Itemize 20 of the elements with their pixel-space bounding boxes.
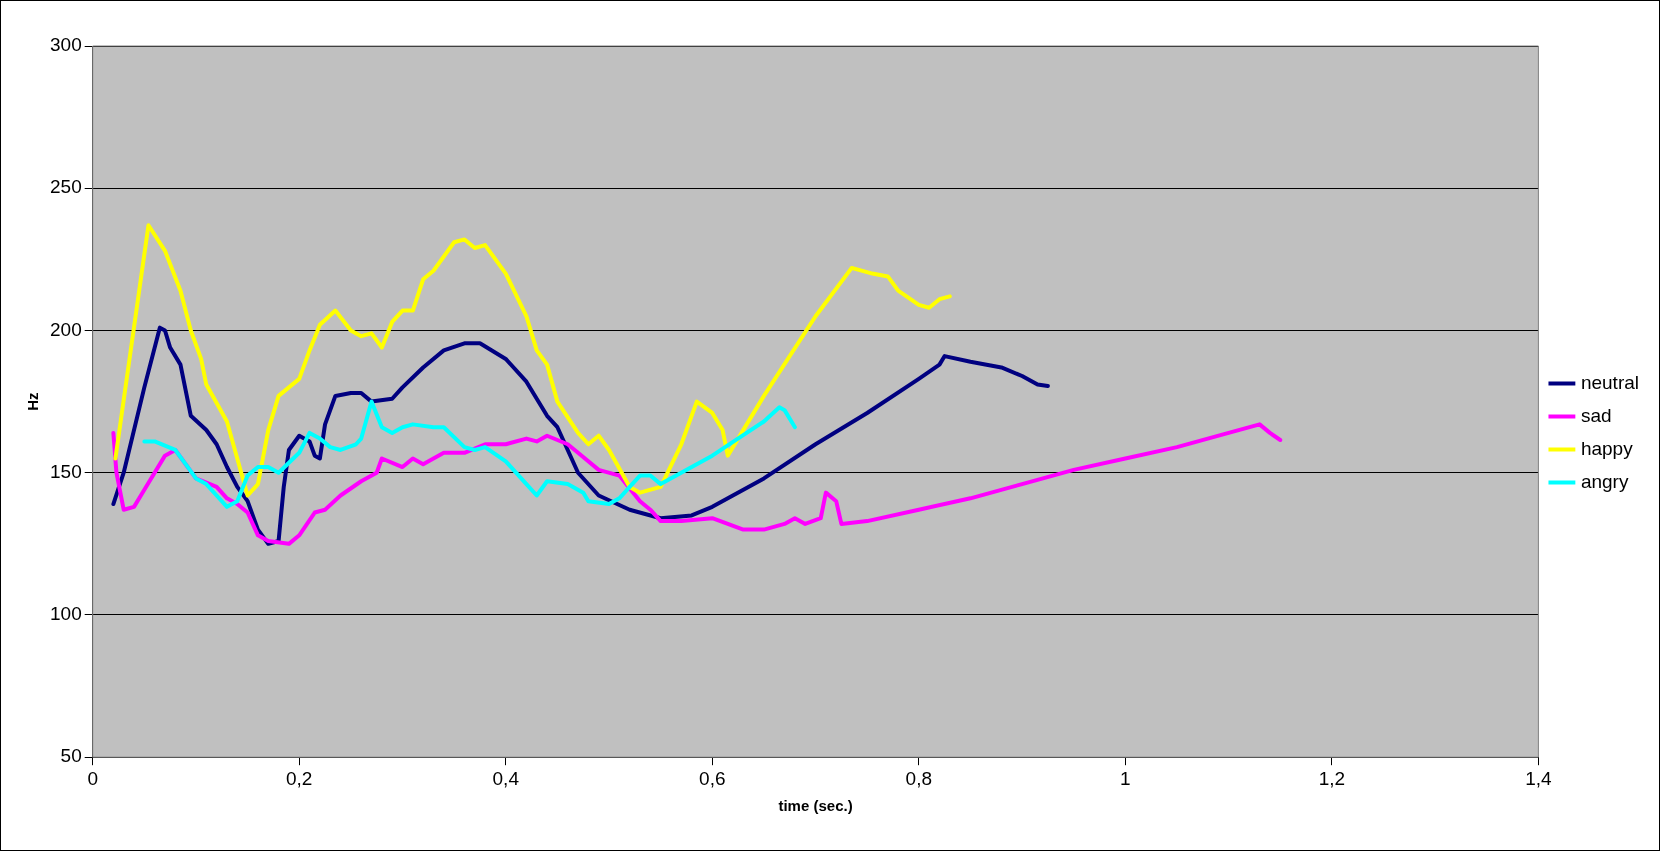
x-tick-label: 0,2 [286,767,313,789]
x-tick-label: 1,4 [1525,767,1553,789]
y-tick-label: 250 [50,176,82,198]
y-tick-label: 50 [60,745,82,767]
y-tick-label: 100 [50,603,82,625]
x-tick-label: 0 [87,767,98,789]
y-tick-label: 150 [50,460,82,482]
y-tick-label: 200 [50,318,82,340]
legend-label: sad [1580,404,1612,426]
legend-label: neutral [1580,371,1640,393]
x-tick-label: 0,6 [699,767,726,789]
y-axis-title: Hz [24,392,42,411]
legend-label: angry [1580,470,1629,492]
x-tick-label: 1 [1120,767,1131,789]
x-axis-title: time (sec.) [778,797,853,815]
legend-label: happy [1580,437,1634,459]
x-tick-label: 0,8 [905,767,933,789]
y-tick-label: 300 [50,34,82,56]
x-tick-label: 1,2 [1318,767,1346,789]
x-tick-label: 0,4 [492,767,520,789]
